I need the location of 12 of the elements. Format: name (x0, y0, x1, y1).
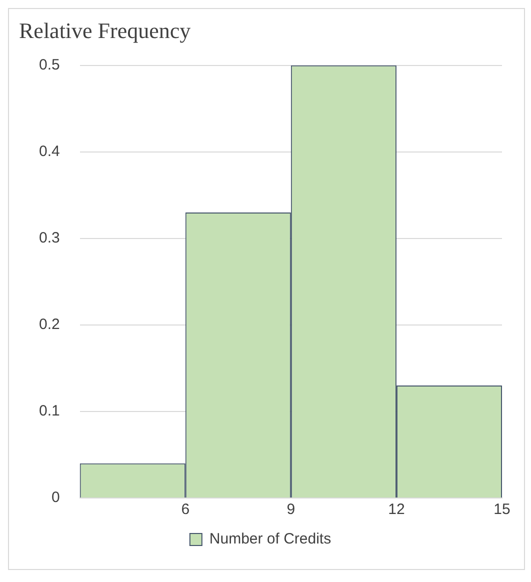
legend-label: Number of Credits (209, 530, 332, 548)
x-tick-label: 15 (494, 501, 510, 518)
y-tick-label: 0.1 (38, 402, 60, 420)
y-tick-label: 0.3 (38, 230, 60, 247)
y-tick-label: 0 (52, 489, 60, 506)
x-tick-label: 9 (286, 501, 296, 518)
y-tick-label: 0.4 (38, 143, 60, 160)
x-tick-label: 6 (181, 501, 190, 518)
x-tick-label: 12 (388, 501, 405, 518)
y-tick-label: 0.5 (38, 56, 60, 74)
chart-title: Relative Frequency (19, 18, 191, 43)
y-tick-label: 0.2 (38, 316, 60, 334)
